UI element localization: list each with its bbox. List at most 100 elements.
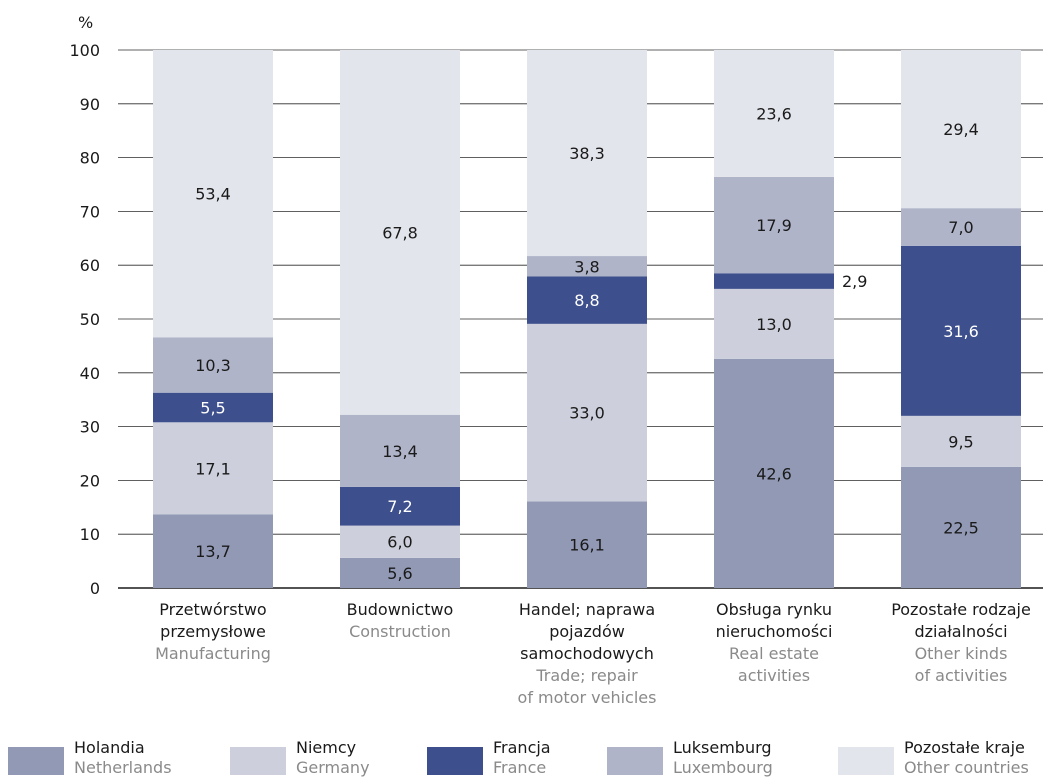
legend-label: Holandia (74, 738, 145, 757)
category-label: Pozostałe rodzaje (891, 600, 1031, 619)
y-tick-label: 100 (69, 41, 100, 60)
data-label: 7,2 (387, 497, 412, 516)
x-axis-labels: Przetwórstwo przemysłowe Manufacturing Budo… (155, 600, 1031, 707)
data-label: 5,5 (200, 399, 225, 418)
data-label: 13,7 (195, 542, 231, 561)
category-label-en: activities (738, 666, 810, 685)
unit-label: % (78, 13, 93, 32)
y-tick-label: 80 (80, 149, 100, 168)
legend-label: Niemcy (296, 738, 357, 757)
bars: 13,7 17,1 5,5 10,3 53,4 5,6 6,0 7,2 13,4 67,8 16,1… (153, 50, 1021, 588)
category-label-en: Other kinds (915, 644, 1008, 663)
y-tick-label: 20 (80, 471, 100, 490)
data-label: 31,6 (943, 322, 979, 341)
bar-stack: 22,5 9,5 31,6 7,0 29,4 (901, 50, 1021, 588)
data-label: 13,0 (756, 315, 792, 334)
y-tick-label: 60 (80, 256, 100, 275)
category-label: przemysłowe (160, 622, 266, 641)
data-label: 13,4 (382, 442, 418, 461)
bar-segment (340, 557, 460, 588)
category-label-en: Trade; repair (535, 666, 638, 685)
legend-label: Luksemburg (673, 738, 772, 757)
category-label-en: Real estate (729, 644, 819, 663)
bar-segment (153, 337, 273, 393)
bar-segment (153, 514, 273, 588)
category-label: nieruchomości (716, 622, 833, 641)
y-tick-label: 50 (80, 310, 100, 329)
data-label: 2,9 (842, 272, 867, 291)
legend-swatch (838, 747, 894, 775)
bar-segment (901, 466, 1021, 588)
data-label: 16,1 (569, 536, 605, 555)
bar-stack: 42,6 13,0 2,9 17,9 23,6 (714, 50, 867, 588)
category-label: Budownictwo (347, 600, 454, 619)
legend-label: Francja (493, 738, 551, 757)
data-label: 17,9 (756, 216, 792, 235)
legend-label-en: Germany (296, 758, 370, 777)
data-label: 42,6 (756, 464, 792, 483)
data-label: 9,5 (948, 432, 973, 451)
y-tick-label: 70 (80, 202, 100, 221)
category-label: Handel; naprawa (519, 600, 655, 619)
bar-stack: 13,7 17,1 5,5 10,3 53,4 (153, 50, 273, 588)
data-label: 5,6 (387, 564, 412, 583)
bar-segment (153, 392, 273, 423)
legend-text: Pozostałe kraje Other countries (904, 738, 1029, 778)
y-tick-label: 90 (80, 95, 100, 114)
y-tick-label: 40 (80, 364, 100, 383)
legend-text: Francja France (493, 738, 551, 778)
data-label: 38,3 (569, 144, 605, 163)
category-label-en: Construction (349, 622, 451, 641)
bar-segment (714, 176, 834, 274)
bar-segment (901, 208, 1021, 246)
bar-segment (527, 256, 647, 277)
data-label: 8,8 (574, 291, 599, 310)
data-label: 29,4 (943, 120, 979, 139)
bar-segment (527, 50, 647, 257)
bar-segment (340, 525, 460, 558)
bar-segment (714, 50, 834, 177)
category-label: Obsługa rynku (716, 600, 832, 619)
category-label-en: Manufacturing (155, 644, 271, 663)
data-label: 10,3 (195, 356, 231, 375)
legend-text: Holandia Netherlands (74, 738, 172, 778)
category-label-en: of motor vehicles (518, 688, 657, 707)
data-label: 17,1 (195, 459, 231, 478)
legend-swatch (8, 747, 64, 775)
legend-label-en: Netherlands (74, 758, 172, 777)
legend-label-en: France (493, 758, 547, 777)
category-label: pojazdów (549, 622, 625, 641)
bar-segment (714, 358, 834, 588)
bar-segment (901, 50, 1021, 209)
bar-segment (340, 50, 460, 415)
category-label: samochodowych (520, 644, 654, 663)
data-label: 23,6 (756, 104, 792, 123)
legend-label-en: Other countries (904, 758, 1029, 777)
bar-segment (527, 501, 647, 588)
data-label: 22,5 (943, 518, 979, 537)
legend-text: Niemcy Germany (296, 738, 370, 778)
y-tick-label: 10 (80, 525, 100, 544)
y-tick-label: 30 (80, 418, 100, 437)
bar-segment (153, 50, 273, 338)
legend: Holandia Netherlands Niemcy Germany Francja F… (0, 738, 1043, 783)
category-label-en: of activities (915, 666, 1008, 685)
bar-segment (901, 245, 1021, 416)
y-axis-ticks: 0 10 20 30 40 50 60 70 80 90 100 (69, 41, 100, 598)
bar-segment (153, 422, 273, 515)
data-label: 53,4 (195, 185, 231, 204)
legend-swatch (607, 747, 663, 775)
bar-segment (714, 288, 834, 359)
bar-stack: 5,6 6,0 7,2 13,4 67,8 (340, 50, 460, 588)
bar-stack: 16,1 33,0 8,8 3,8 38,3 (527, 50, 647, 588)
y-tick-label: 0 (90, 579, 100, 598)
legend-text: Luksemburg Luxembourg (673, 738, 773, 778)
bar-segment (901, 415, 1021, 467)
data-label: 6,0 (387, 533, 412, 552)
legend-label-en: Luxembourg (673, 758, 773, 777)
data-label: 67,8 (382, 223, 418, 242)
legend-swatch (230, 747, 286, 775)
legend-swatch (427, 747, 483, 775)
category-label: działalności (914, 622, 1007, 641)
category-label: Przetwórstwo (159, 600, 266, 619)
